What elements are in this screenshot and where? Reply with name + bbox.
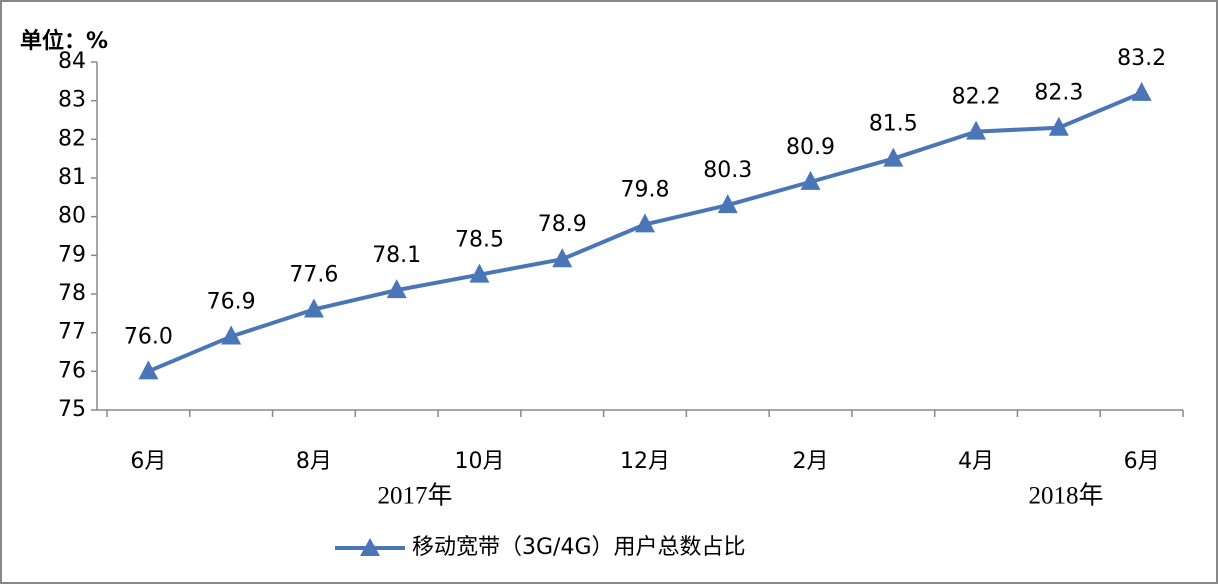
year-label: 2017年 <box>377 482 452 510</box>
x-tick-label: 2月 <box>793 449 829 474</box>
marker <box>469 263 490 283</box>
value-label: 82.2 <box>952 85 1001 110</box>
value-label: 80.9 <box>786 135 835 160</box>
value-label: 80.3 <box>703 158 752 183</box>
x-tick-label: 4月 <box>958 449 994 474</box>
marker <box>303 298 324 318</box>
y-tick-label: 81 <box>58 165 86 190</box>
marker <box>1048 116 1069 136</box>
value-label: 76.0 <box>124 324 173 349</box>
marker <box>138 360 159 380</box>
legend-marker <box>360 538 380 556</box>
value-label: 81.5 <box>869 112 918 137</box>
y-tick-label: 75 <box>58 397 86 422</box>
y-tick-label: 84 <box>58 49 86 74</box>
value-label: 76.9 <box>207 290 256 315</box>
y-tick-label: 83 <box>58 88 86 113</box>
x-tick-label: 6月 <box>130 449 166 474</box>
value-label: 77.6 <box>289 262 338 287</box>
value-label: 79.8 <box>621 177 670 202</box>
x-tick-label: 8月 <box>296 449 332 474</box>
marker <box>221 325 242 345</box>
marker <box>386 279 407 299</box>
y-tick-label: 78 <box>58 281 86 306</box>
y-tick-label: 79 <box>58 242 86 267</box>
value-label: 78.5 <box>455 228 504 253</box>
marker <box>883 147 904 167</box>
marker <box>800 170 821 190</box>
legend: 移动宽带（3G/4G）用户总数占比 <box>335 535 746 560</box>
value-label: 83.2 <box>1117 46 1166 71</box>
y-tick-label: 82 <box>58 126 86 151</box>
marker <box>1131 81 1152 101</box>
marker <box>552 248 573 268</box>
y-tick-label: 76 <box>58 358 86 383</box>
x-tick-label: 6月 <box>1124 449 1160 474</box>
y-tick-label: 80 <box>58 204 86 229</box>
x-tick-label: 12月 <box>620 449 670 474</box>
marker <box>635 213 655 233</box>
unit-label: 单位：% <box>20 28 108 54</box>
legend-label: 移动宽带（3G/4G）用户总数占比 <box>412 535 746 560</box>
x-tick-label: 10月 <box>454 449 504 474</box>
value-label: 78.1 <box>372 243 421 268</box>
year-label: 2018年 <box>1028 482 1103 510</box>
value-label: 78.9 <box>538 212 587 237</box>
y-tick-label: 77 <box>58 320 86 345</box>
marker <box>717 194 738 214</box>
marker <box>966 120 987 140</box>
value-label: 82.3 <box>1034 81 1083 106</box>
